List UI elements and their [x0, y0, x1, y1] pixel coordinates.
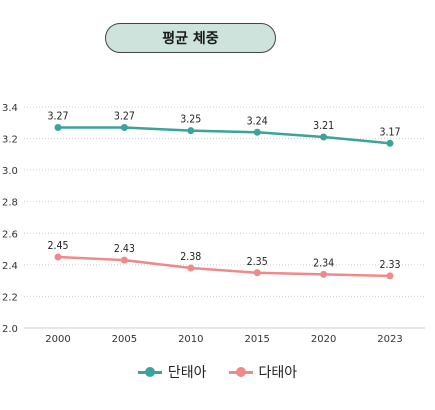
data-label: 2.43	[114, 243, 135, 255]
data-point	[120, 124, 128, 132]
data-label: 2.38	[180, 251, 201, 263]
data-point	[54, 253, 62, 261]
y-tick-label: 2.8	[2, 198, 18, 209]
x-tick-label: 2015	[244, 334, 269, 345]
legend-item-series-1: 단태아	[137, 362, 207, 382]
data-point	[187, 127, 195, 135]
data-label: 2.34	[313, 257, 334, 269]
data-point	[320, 270, 328, 278]
data-label: 3.27	[47, 111, 68, 123]
y-tick-label: 3.2	[2, 135, 18, 146]
data-point	[320, 133, 328, 141]
x-tick-label: 2023	[377, 334, 402, 345]
legend-item-series-2: 다태아	[228, 362, 298, 382]
data-label: 3.17	[379, 126, 400, 138]
series-line	[58, 126, 391, 145]
y-tick-label: 2.2	[2, 292, 18, 303]
x-tick-label: 2020	[311, 334, 336, 345]
data-label: 3.21	[313, 120, 334, 132]
chart-title: 평균 체중	[105, 23, 276, 53]
data-point	[253, 269, 261, 277]
legend-label-series-1: 단태아	[167, 365, 207, 381]
x-tick-label: 2000	[45, 334, 70, 345]
y-tick-label: 2.6	[2, 229, 18, 240]
data-point	[253, 128, 261, 136]
data-point	[386, 272, 394, 280]
x-tick-label: 2005	[112, 334, 137, 345]
legend: 단태아 다태아	[0, 362, 435, 382]
data-label: 3.25	[180, 114, 201, 126]
data-label: 2.35	[247, 256, 268, 268]
y-tick-label: 2.0	[2, 324, 18, 335]
data-label: 2.33	[379, 259, 400, 271]
data-point	[54, 124, 62, 132]
data-label: 2.45	[47, 240, 68, 252]
data-label: 3.27	[114, 111, 135, 123]
legend-swatch-series-1	[137, 367, 162, 377]
legend-label-series-2: 다태아	[258, 365, 298, 381]
y-tick-label: 2.4	[2, 261, 18, 272]
x-tick-label: 2010	[178, 334, 203, 345]
legend-swatch-series-2	[228, 367, 253, 377]
data-label: 3.24	[247, 115, 268, 127]
data-point	[120, 256, 128, 264]
data-point	[187, 264, 195, 272]
y-tick-label: 3.4	[2, 103, 18, 114]
y-tick-label: 3.0	[2, 166, 18, 177]
data-point	[386, 139, 394, 147]
series-line	[57, 255, 391, 278]
